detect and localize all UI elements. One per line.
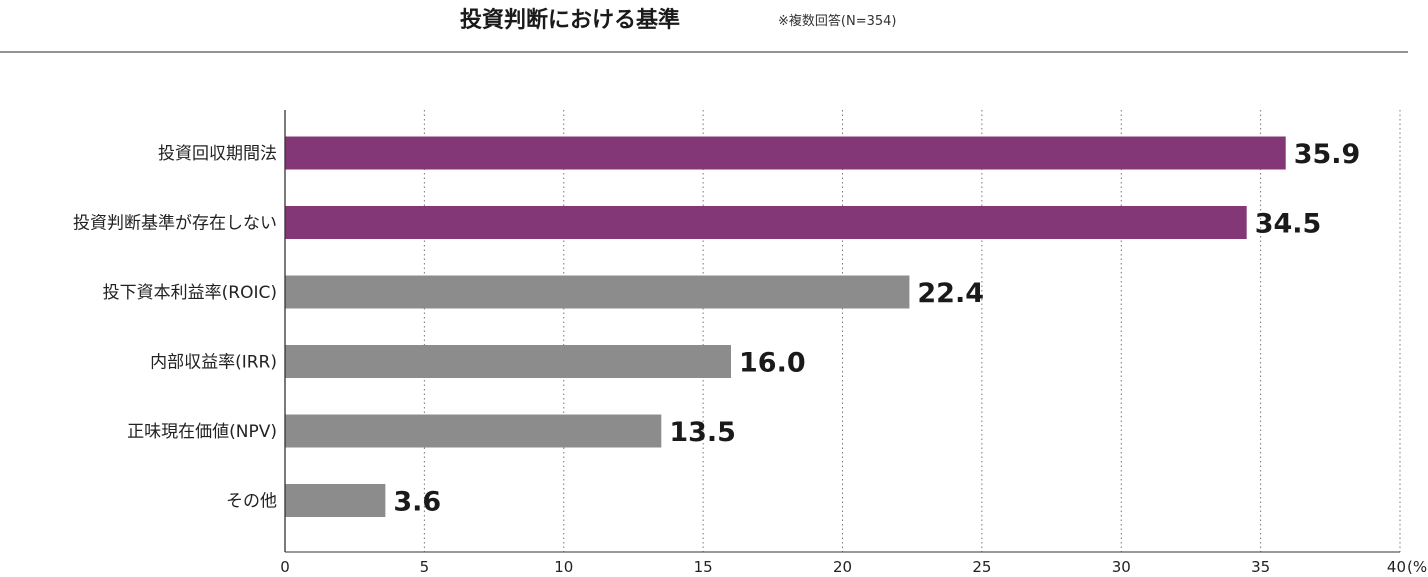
x-tick-label: 25: [972, 558, 991, 576]
value-label: 16.0: [739, 348, 806, 379]
value-label: 34.5: [1255, 209, 1322, 240]
x-tick-label: 40: [1387, 558, 1406, 576]
bar: [285, 414, 662, 448]
x-tick-label: 0: [280, 558, 290, 576]
x-tick-label: 35: [1251, 558, 1270, 576]
category-label: 内部収益率(IRR): [150, 353, 277, 373]
bars: 投資回収期間法 35.9 投資判断基準が存在しない 34.5 投下資本利益率(ROIC)…: [73, 136, 1361, 518]
chart-note: ※複数回答(N=354): [778, 13, 896, 29]
x-tick-label: 10: [554, 558, 573, 576]
grid-lines: [423, 110, 1401, 552]
value-label: 3.6: [393, 487, 441, 518]
category-label: 投下資本利益率(ROIC): [103, 283, 277, 303]
value-label: 13.5: [669, 417, 736, 448]
chart-title: 投資判断における基準: [460, 7, 680, 33]
bar: [285, 136, 1286, 170]
bar: [285, 484, 386, 517]
x-tick-label: 5: [420, 558, 430, 576]
x-tick-label: 30: [1112, 558, 1131, 576]
x-tick-label: 20: [833, 558, 852, 576]
category-label: 正味現在価値(NPV): [127, 422, 277, 442]
bar: [285, 275, 910, 309]
category-label: 投資判断基準が存在しない: [73, 214, 277, 234]
value-label: 35.9: [1294, 139, 1361, 170]
bar: [285, 206, 1247, 239]
x-axis: 0 5 10 15 20 25 30 35 40(%): [280, 110, 1428, 576]
x-tick-label: 15: [694, 558, 713, 576]
unit-label: (%): [1407, 558, 1428, 576]
value-label: 22.4: [917, 278, 984, 309]
bar: [285, 345, 731, 378]
category-label: 投資回収期間法: [158, 144, 277, 164]
category-label: その他: [226, 492, 277, 512]
